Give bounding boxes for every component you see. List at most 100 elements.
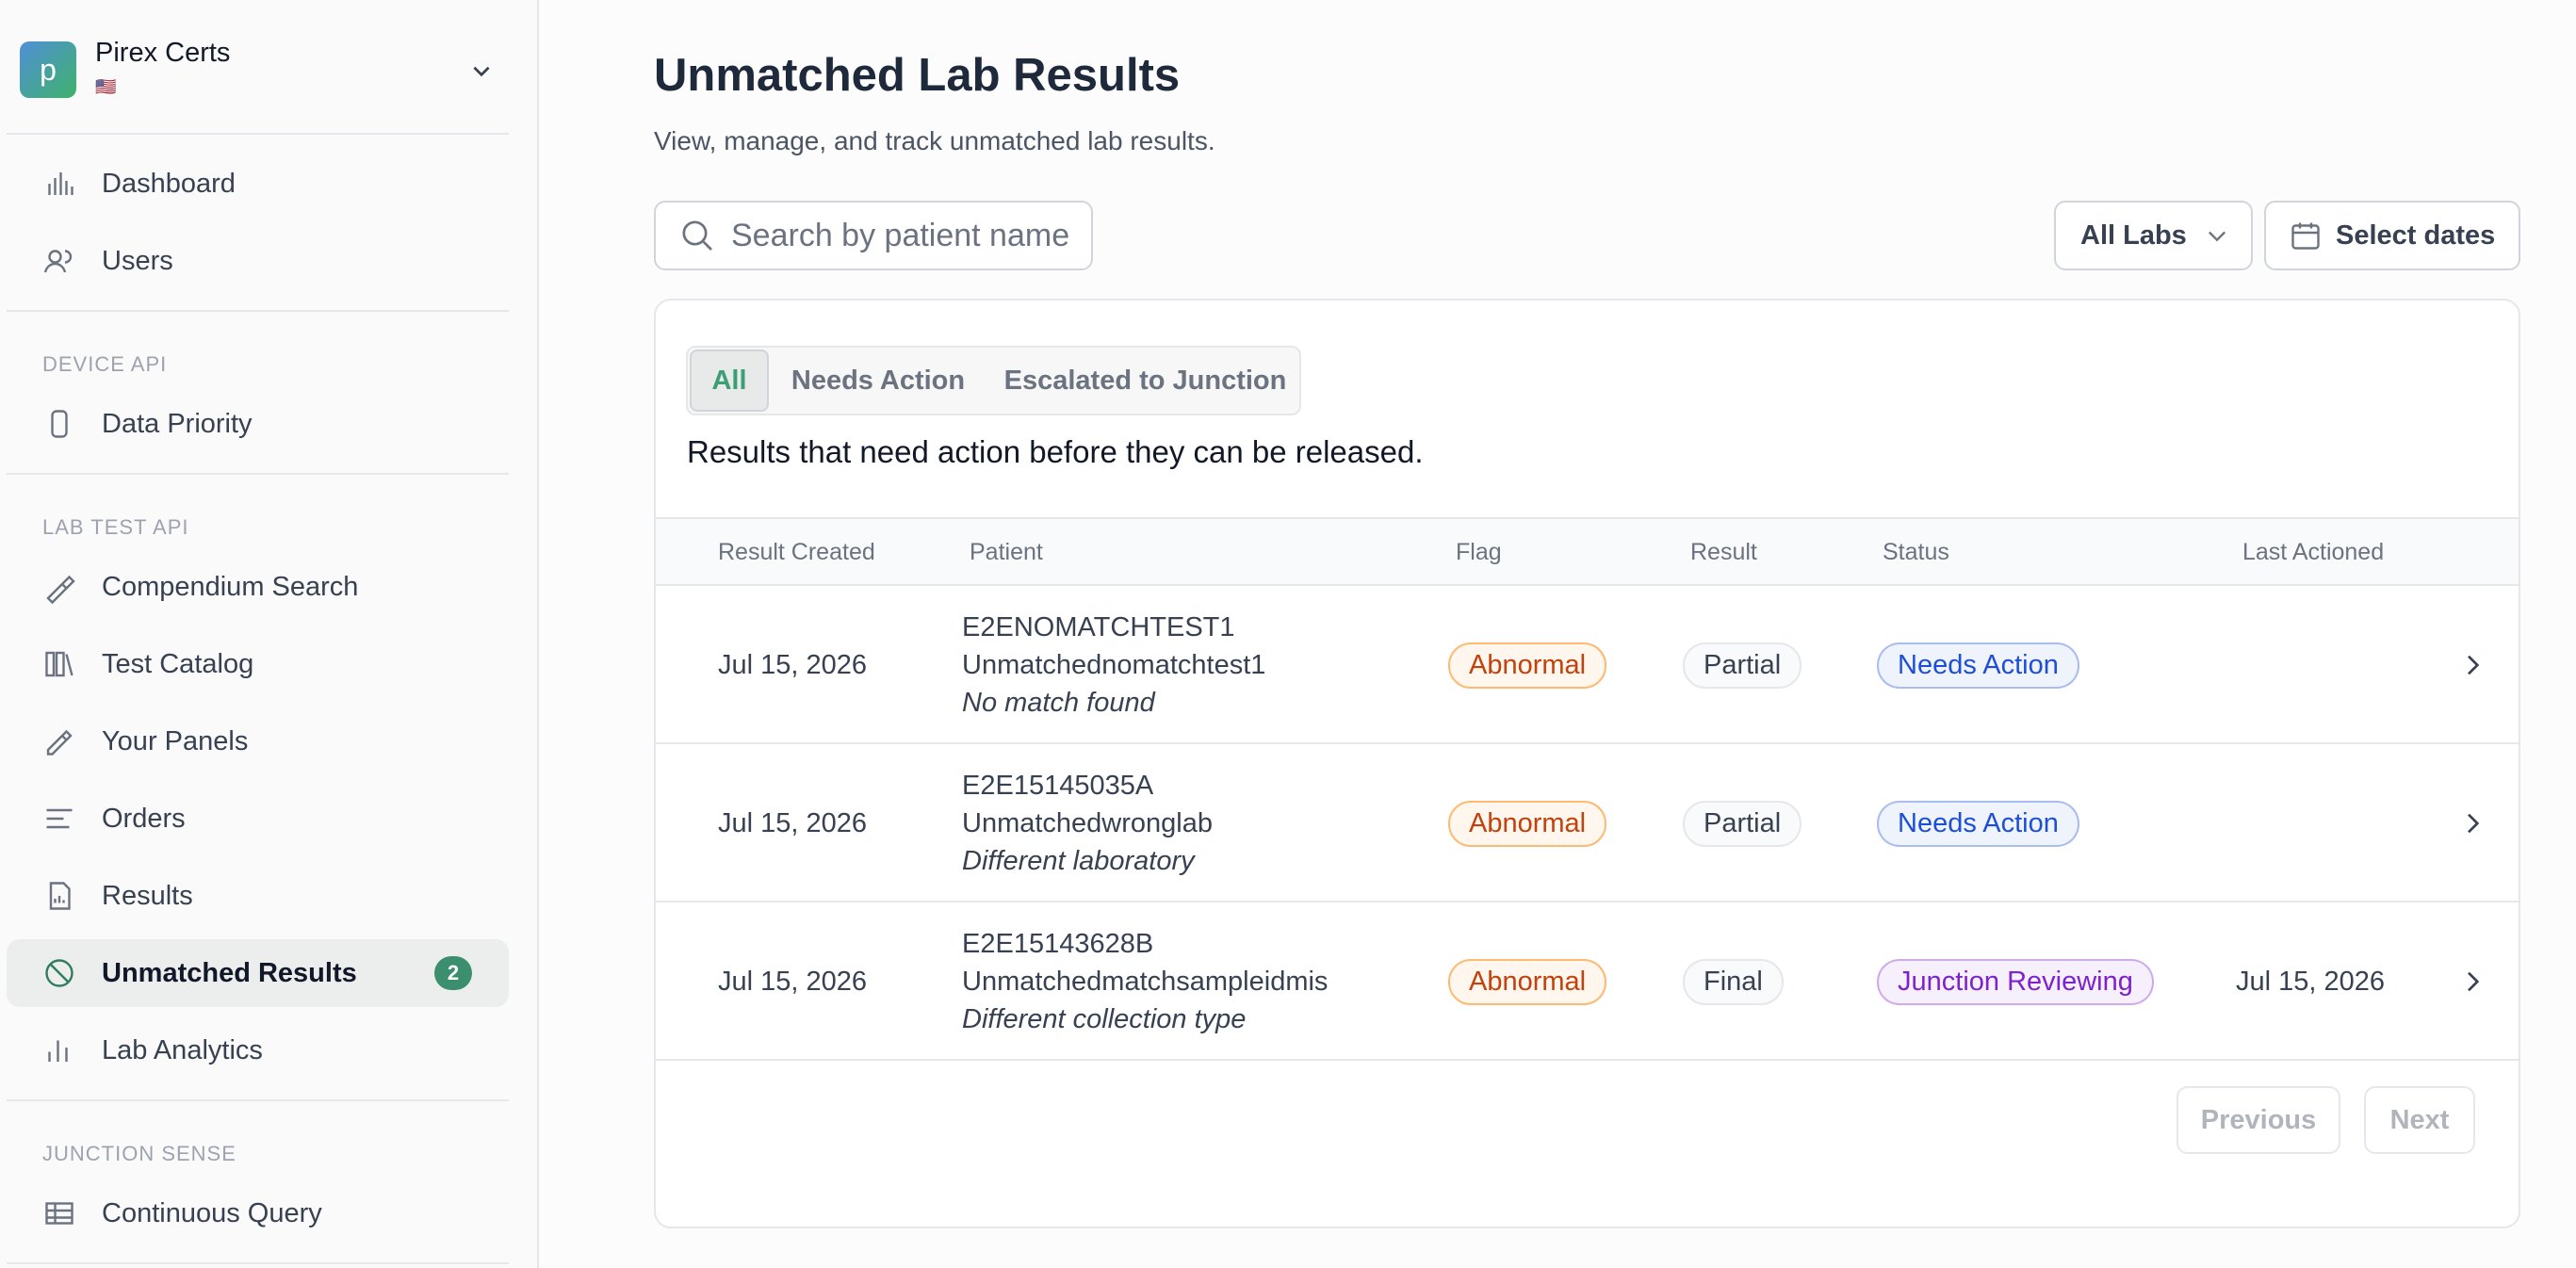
org-name[interactable]: Pirex Certs [95, 38, 231, 68]
table-row[interactable]: Jul 15, 2026 E2E15143628B Unmatchedmatchsa… [656, 901, 2519, 1061]
pill: Partial [1683, 800, 1802, 847]
created-date: Jul 15, 2026 [718, 966, 868, 997]
created-date: Jul 15, 2026 [718, 649, 868, 680]
section-title: DEVICE API [42, 352, 168, 376]
org-chevron[interactable] [469, 58, 494, 83]
results-card: All Needs Action Escalated to Junction Res… [654, 299, 2520, 1228]
lab-filter-label: All Labs [2080, 219, 2187, 251]
nav-label: Orders [102, 803, 186, 834]
cell: Abnormal [1448, 586, 1607, 744]
section-title: JUNCTION SENSE [42, 1142, 236, 1165]
divider [7, 1099, 509, 1101]
nav-label: Your Panels [102, 725, 249, 756]
nav-label: Dashboard [102, 168, 236, 199]
nav-icon [46, 729, 73, 756]
divider [7, 310, 509, 312]
nav-item[interactable]: Lab Analytics [7, 1016, 509, 1084]
cell: Abnormal [1448, 744, 1607, 902]
org-flag: 🇺🇸 [95, 77, 117, 96]
nav-icon [43, 250, 73, 273]
next-button[interactable]: Next [2364, 1086, 2475, 1154]
nav-item[interactable]: Data Priority [7, 390, 509, 458]
row-chevron[interactable] [2457, 967, 2487, 997]
calendar-icon [2291, 222, 2320, 250]
pill: Final [1683, 958, 1784, 1005]
patient-id: E2E15145035A [962, 771, 1154, 801]
nav-item[interactable]: Your Panels [7, 707, 509, 775]
nav-icon [45, 1202, 73, 1225]
nav-label: Data Priority [102, 408, 253, 439]
nav-item[interactable]: Compendium Search [7, 553, 509, 621]
tab[interactable]: Escalated to Junction [1003, 365, 1287, 396]
cell: Final [1683, 902, 1784, 1061]
previous-button[interactable]: Previous [2177, 1086, 2340, 1154]
search-placeholder: Search by patient name [731, 217, 1070, 253]
nav-icon [45, 651, 73, 677]
created-date: Jul 15, 2026 [718, 807, 868, 838]
patient-name: Unmatchedwronglab [962, 808, 1213, 838]
date-button[interactable]: Select dates [2264, 201, 2520, 270]
tab-list: All Needs Action Escalated to Junction [686, 346, 1301, 415]
cell: Junction Reviewing [1877, 902, 2154, 1061]
row-chevron[interactable] [2457, 650, 2487, 680]
nav-item[interactable]: Users [7, 227, 509, 295]
org-avatar[interactable]: p [20, 41, 76, 98]
nav-item[interactable]: Dashboard [7, 150, 509, 218]
table-row[interactable]: Jul 15, 2026 E2ENOMATCHTEST1 Unmatchednoma… [656, 584, 2519, 744]
nav-icon [49, 882, 71, 910]
cell: E2ENOMATCHTEST1 Unmatchednomatchtest1 No m… [962, 586, 1265, 744]
patient-name: Unmatchedmatchsampleidmis [962, 967, 1329, 997]
nav-label: Compendium Search [102, 571, 359, 602]
cell: Jul 15, 2026 [718, 586, 867, 744]
pill: Abnormal [1448, 800, 1607, 847]
table-bottom-border [656, 1059, 2519, 1061]
tab[interactable]: All [690, 350, 769, 412]
nav-label: Users [102, 245, 173, 276]
section-title: LAB TEST API [42, 515, 189, 539]
tab[interactable]: Needs Action [791, 365, 966, 396]
nav-item[interactable]: Test Catalog [7, 630, 509, 698]
nav-label: Test Catalog [102, 648, 254, 679]
patient-id: E2E15143628B [962, 929, 1154, 959]
nav-label: Results [102, 880, 193, 911]
nav-item[interactable]: Continuous Query [7, 1179, 509, 1247]
cell: E2E15143628B Unmatchedmatchsampleidmis Dif… [962, 902, 1328, 1061]
cell: E2E15145035A Unmatchedwronglab Different l… [962, 744, 1213, 902]
nav-item[interactable]: Orders [7, 785, 509, 853]
cell: Jul 15, 2026 [2236, 902, 2385, 1061]
cell: Abnormal [1448, 902, 1607, 1061]
patient-name: Unmatchednomatchtest1 [962, 650, 1266, 680]
match-note: No match found [962, 688, 1155, 718]
nav-item[interactable]: Results [7, 862, 509, 930]
nav-label: Lab Analytics [102, 1034, 263, 1065]
lab-filter-chevron [2208, 231, 2225, 242]
nav-icon [48, 172, 73, 195]
divider [7, 1262, 509, 1264]
cell: Partial [1683, 744, 1802, 902]
nav-label: Continuous Query [102, 1197, 322, 1228]
pill: Needs Action [1877, 642, 2079, 689]
column-header: Result Created [718, 539, 875, 565]
tab-description: Results that need action before they can… [687, 434, 1424, 469]
row-chevron[interactable] [2457, 808, 2487, 838]
column-header: Flag [1456, 539, 1502, 565]
table-row[interactable]: Jul 15, 2026 E2E15145035A Unmatchedwrongla… [656, 742, 2519, 902]
nav-item[interactable]: Unmatched Results 2 [7, 939, 509, 1007]
page-title: Unmatched Lab Results [654, 50, 1181, 101]
column-header: Status [1883, 539, 1949, 565]
main: Unmatched Lab Results View, manage, and … [654, 0, 2520, 1268]
last-actioned: Jul 15, 2026 [2236, 966, 2386, 997]
match-note: Different collection type [962, 1004, 1247, 1034]
divider [7, 473, 509, 475]
pill: Needs Action [1877, 800, 2079, 847]
nav-icon [48, 1040, 68, 1062]
pill: Abnormal [1448, 958, 1607, 1005]
pill: Junction Reviewing [1877, 958, 2154, 1005]
nav-icon [46, 808, 73, 829]
pill: Abnormal [1448, 642, 1607, 689]
org-initial: p [40, 52, 57, 87]
search-box[interactable]: Search by patient name [654, 201, 1093, 270]
lab-filter[interactable]: All Labs [2054, 201, 2253, 270]
date-button-label: Select dates [2336, 219, 2496, 251]
